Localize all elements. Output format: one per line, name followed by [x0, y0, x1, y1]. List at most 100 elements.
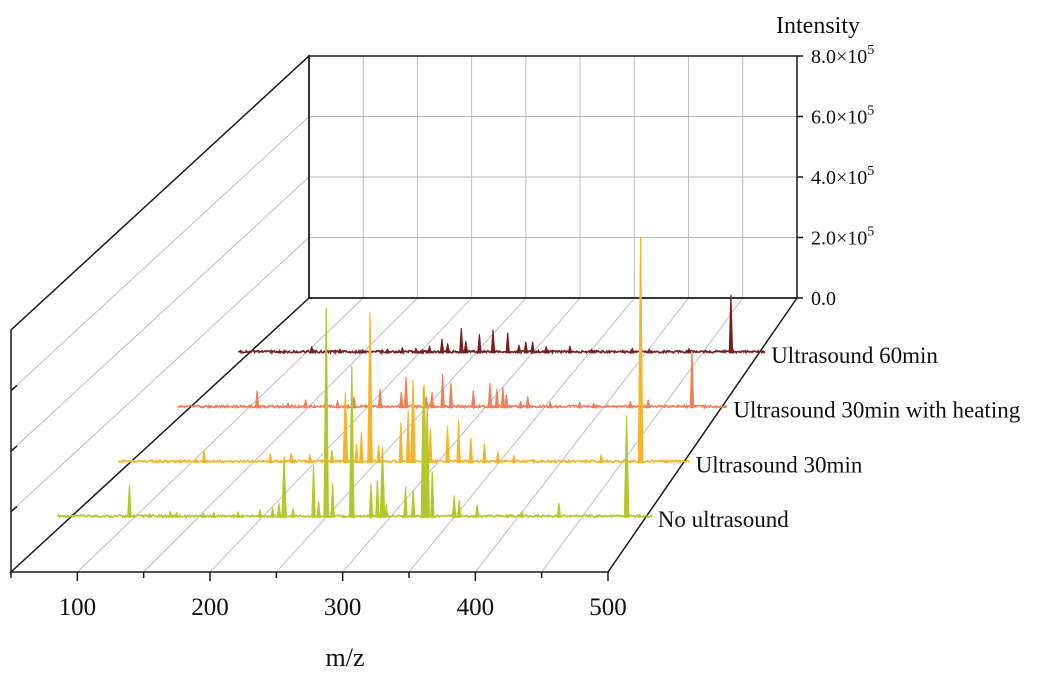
spectrum-peak — [377, 388, 383, 409]
spectrum-peak — [463, 340, 468, 354]
spectrum-peak — [235, 511, 241, 518]
spectrum-peak — [400, 347, 405, 354]
spectrum-peak — [474, 504, 480, 518]
spectrum-peak — [504, 394, 509, 409]
spectrum-peak — [398, 422, 403, 463]
spectrum-peak — [430, 471, 435, 518]
spectrum-peak — [281, 456, 287, 518]
spectrum-peak — [349, 365, 355, 518]
spectrum-peak — [359, 431, 364, 463]
series-label: No ultrasound — [658, 507, 789, 532]
spectrum-peak — [637, 513, 642, 518]
spectrum-peak — [376, 445, 381, 463]
spectrum-peak — [623, 415, 630, 518]
spectrum-peak — [384, 504, 389, 518]
spectrum-peak — [505, 332, 510, 354]
z-axis-title: Intensity — [776, 13, 860, 39]
spectrum-peak — [257, 509, 262, 518]
spectrum-peak — [201, 449, 207, 463]
spectrum-peak — [630, 347, 635, 354]
spectrum-peak — [547, 401, 553, 409]
floor-gridline — [342, 297, 581, 573]
floor-gridline — [474, 297, 689, 573]
spectrum-peak — [270, 507, 275, 518]
spectrum-peak — [285, 402, 291, 409]
spectrum-peak — [127, 484, 132, 518]
z-tick-label: 0.0 — [811, 288, 836, 310]
spectrum-peak — [519, 510, 524, 518]
series-layer — [57, 236, 766, 519]
spectrum-peak — [482, 443, 487, 463]
spectrum-peak — [468, 437, 473, 463]
spectrum-peak — [403, 376, 409, 409]
spectrum-baseline — [117, 457, 691, 465]
spectrum-peak — [323, 307, 329, 518]
spectrum-peak — [530, 341, 535, 354]
x-tick-label: 200 — [191, 594, 229, 621]
spectrum-peak — [413, 347, 419, 354]
spectrum-peak — [311, 465, 316, 518]
spectrum-peak — [335, 400, 340, 409]
spectrum-peak — [174, 512, 179, 518]
spectrum-peak — [351, 396, 357, 409]
spectrum-peak — [375, 480, 380, 518]
spectrum-peak — [448, 382, 454, 409]
spectrum-peak — [342, 392, 349, 463]
spectrum-peak — [360, 349, 365, 354]
spectrum-peak — [445, 425, 450, 463]
spectrum-peak — [211, 512, 216, 518]
series-label: Ultrasound 30min with heating — [733, 398, 1020, 423]
spectrum-peak — [420, 386, 427, 518]
spectrum-peak — [379, 447, 386, 518]
spectrum-baseline — [237, 348, 766, 356]
spectrum-peak — [544, 346, 549, 354]
series-label: Ultrasound 30min — [696, 452, 863, 477]
floor-gridline — [209, 297, 472, 573]
side-tick — [10, 445, 18, 452]
x-axis-title: m/z — [326, 643, 365, 672]
spectrum-peak — [459, 328, 464, 354]
side-tick — [10, 384, 18, 392]
spectrum-peak — [428, 428, 433, 463]
spectrum-peak — [254, 390, 260, 409]
spectrum-peak — [330, 483, 335, 518]
side-wall-gridline — [10, 237, 310, 512]
spectrum-peak — [500, 387, 506, 409]
series-label: Ultrasound 60min — [771, 343, 938, 368]
spectrum-peak — [410, 380, 416, 463]
x-tick-label: 300 — [324, 594, 362, 621]
spectrum-peak — [424, 404, 430, 518]
label-layer: 100 200 300 400 500 0.0 2.0×105 4.0×105 6.0×105 8… — [59, 43, 1021, 621]
spectrum-peak — [686, 348, 692, 354]
x-tick-label: 100 — [59, 594, 97, 621]
spectrum-peak — [399, 391, 404, 409]
side-tick — [10, 505, 18, 513]
spectrum-peak — [451, 495, 457, 518]
spectrum-peak — [523, 341, 528, 354]
spectrum-peak — [689, 351, 695, 409]
series-ultrasound-30min — [117, 236, 691, 465]
spectrum-peak — [728, 294, 734, 354]
spectrum-peak — [268, 453, 273, 463]
spectrum-peak — [445, 343, 450, 354]
spectrum-peak — [471, 390, 476, 409]
spectrum-peak — [456, 419, 461, 463]
series-ultrasound-30min-with-heating — [177, 351, 728, 410]
series-ultrasound-60min — [237, 294, 766, 356]
spectrum-peak — [411, 489, 416, 518]
spectrum-peak — [477, 334, 482, 354]
z-tick-label: 6.0×105 — [811, 104, 874, 129]
spectrum-peak — [405, 410, 411, 463]
spectrum-peak — [168, 511, 173, 518]
spectrum-peak — [307, 454, 312, 463]
series-no-ultrasound — [57, 307, 653, 519]
spectrum-peak — [440, 373, 445, 409]
floor-gridline — [143, 297, 418, 573]
z-tick-label: 2.0×105 — [811, 225, 874, 250]
spectrum-peak — [201, 513, 206, 518]
side-wall-gridline — [10, 116, 310, 391]
spectrum-peak — [147, 513, 152, 518]
spectrum-peak — [329, 449, 335, 463]
spectrum-peak — [589, 348, 594, 354]
z-tick-label: 8.0×105 — [811, 43, 874, 68]
